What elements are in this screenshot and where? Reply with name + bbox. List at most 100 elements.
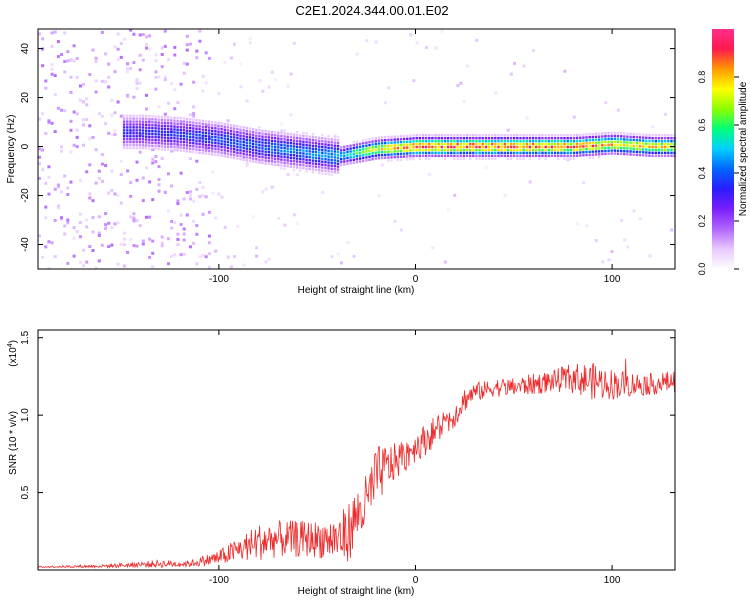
heatmap-cell [371, 137, 374, 140]
heatmap-cell [421, 148, 425, 152]
heatmap-cell [544, 134, 547, 137]
heatmap-cell [664, 137, 667, 140]
heatmap-cell [94, 181, 98, 185]
heatmap-cell [318, 145, 321, 148]
heatmap-cell [547, 154, 550, 158]
heatmap-cell [387, 147, 390, 150]
heatmap-cell [148, 237, 152, 241]
heatmap-cell [453, 193, 457, 197]
heatmap-cell [525, 154, 528, 158]
heatmap-cell [308, 141, 311, 144]
heatmap-cell [393, 147, 396, 150]
heatmap-cell [657, 142, 661, 146]
heatmap-cell [283, 138, 286, 141]
heatmap-cell [261, 135, 264, 138]
heatmap-cell [141, 138, 145, 141]
heatmap-cell [406, 158, 409, 161]
heatmap-cell [638, 150, 642, 154]
heatmap-cell [236, 148, 239, 151]
heatmap-cell [239, 125, 242, 129]
heatmap-cell [664, 154, 667, 158]
heatmap-cell [462, 142, 466, 146]
heatmap-cell [531, 137, 535, 140]
heatmap-cell [541, 145, 544, 149]
heatmap-cell [148, 255, 152, 259]
heatmap-cell [258, 79, 262, 82]
heatmap-cell [176, 237, 180, 241]
heatmap-cell [500, 137, 503, 140]
heatmap-cell [163, 130, 167, 134]
heatmap-cell [459, 154, 462, 158]
heatmap-cell [273, 154, 277, 158]
heatmap-cell [424, 145, 428, 149]
heatmap-cell [242, 155, 245, 158]
heatmap-cell [173, 137, 176, 140]
heatmap-cell [204, 152, 208, 155]
heatmap-cell [88, 137, 92, 141]
heatmap-cell [261, 147, 264, 150]
heatmap-cell [255, 143, 258, 146]
heatmap-cell [541, 140, 544, 143]
heatmap-cell [248, 159, 252, 163]
heatmap-cell [78, 98, 82, 102]
heatmap-cell [594, 144, 598, 147]
heatmap-cell [233, 139, 236, 142]
heatmap-cell [211, 141, 214, 144]
heatmap-cell [192, 80, 196, 84]
heatmap-cell [553, 151, 557, 155]
heatmap-cell [132, 146, 135, 150]
heatmap-cell [198, 128, 201, 131]
heatmap-cell [145, 135, 148, 138]
heatmap-cell [371, 152, 374, 155]
heatmap-cell [645, 145, 648, 148]
heatmap-cell [154, 141, 157, 145]
heatmap-cell [207, 56, 211, 60]
heatmap-cell [371, 140, 374, 143]
heatmap-cell [258, 155, 261, 158]
heatmap-cell [270, 185, 274, 189]
heatmap-cell [207, 138, 211, 141]
heatmap-cell [179, 171, 183, 175]
heatmap-cell [176, 122, 179, 125]
heatmap-cell [487, 151, 491, 155]
heatmap-cell [195, 159, 199, 163]
heatmap-cell [195, 121, 198, 125]
heatmap-cell [535, 137, 538, 140]
heatmap-cell [648, 142, 651, 146]
heatmap-cell [642, 145, 645, 148]
heatmap-cell [141, 199, 145, 203]
heatmap-cell [201, 119, 204, 123]
heatmap-cell [217, 130, 220, 133]
heatmap-cell [664, 112, 667, 116]
snr-y-ticks: 0.51.01.5 [20, 330, 675, 500]
heatmap-cell [280, 158, 283, 161]
heatmap-cell [440, 137, 443, 140]
heatmap-cell [160, 142, 164, 145]
heatmap-cell [135, 114, 138, 117]
heatmap-cell [374, 139, 377, 143]
heatmap-cell [60, 216, 63, 220]
heatmap-cell [236, 136, 239, 140]
heatmap-cell [295, 133, 299, 137]
heatmap-cell [629, 141, 632, 144]
heatmap-cell [311, 159, 315, 162]
heatmap-cell [223, 125, 226, 129]
heatmap-cell [258, 149, 261, 153]
heatmap-cell [163, 116, 167, 119]
heatmap-cell [163, 44, 167, 48]
heatmap-cell [544, 145, 547, 149]
heatmap-cell [399, 135, 403, 138]
colorbar-tick-label: 0.4 [697, 167, 707, 180]
heatmap-cell [132, 143, 135, 147]
heatmap-cell [261, 141, 264, 144]
heatmap-cell [519, 145, 522, 149]
heatmap-cell [229, 56, 233, 60]
heatmap-cell [478, 151, 481, 155]
heatmap-cell [585, 153, 588, 157]
heatmap-cell [553, 145, 557, 149]
heatmap-cell [242, 140, 245, 144]
snr-x-tick-label: 100 [604, 575, 621, 586]
heatmap-cell [145, 166, 148, 170]
heatmap-cell [292, 168, 296, 172]
heatmap-cell [141, 176, 145, 180]
